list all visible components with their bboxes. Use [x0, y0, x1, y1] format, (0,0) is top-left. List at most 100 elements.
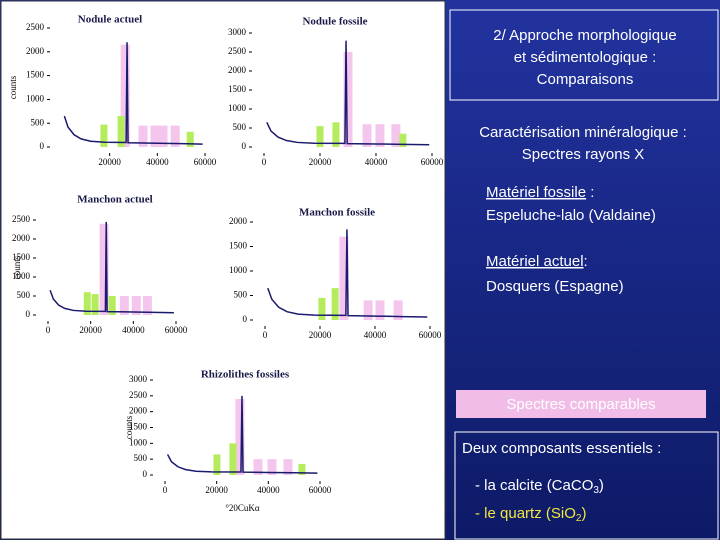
chart-title: Nodule fossile — [302, 16, 367, 28]
chart-title: Nodule actuel — [78, 14, 142, 26]
bar — [213, 454, 221, 475]
y-tick-label: 1000 — [26, 93, 45, 103]
bar — [229, 443, 237, 475]
fossil-label: Matériel fossile : — [486, 184, 594, 201]
bar — [375, 300, 385, 320]
calcite-line: - la calcite (CaCO3) — [475, 477, 604, 496]
y-tick-label: 500 — [17, 290, 31, 300]
bar — [318, 297, 326, 320]
charts: Nodule actuel counts 0 500 1000 1500 2000 2500 2… — [8, 14, 444, 514]
fossil-place: Espeluche-lalo (Valdaine) — [486, 207, 656, 224]
y-tick-label: 2000 — [26, 46, 45, 56]
bar — [150, 125, 160, 147]
x-tick-label: 20000 — [205, 485, 228, 495]
bar — [120, 44, 130, 147]
bar — [158, 125, 168, 147]
y-tick-label: 1000 — [228, 103, 247, 113]
bar — [83, 292, 91, 315]
spectrum-line — [266, 40, 430, 146]
y-tick-label: 3000 — [129, 374, 148, 384]
x-tick-label: 60000 — [194, 157, 217, 167]
actual-colon: : — [584, 253, 588, 270]
bar — [399, 133, 407, 147]
bar — [91, 294, 99, 315]
x-tick-label: 0 — [163, 485, 168, 495]
bar — [391, 124, 401, 147]
y-axis-label: counts — [124, 415, 134, 439]
y-tick-label: 2500 — [26, 22, 45, 32]
subtitle-line: Spectres rayons X — [522, 146, 645, 163]
bar — [235, 399, 245, 475]
bar — [108, 296, 116, 315]
y-tick-label: 1500 — [129, 422, 148, 432]
chart-title: Manchon actuel — [77, 194, 152, 206]
bar — [186, 131, 194, 147]
chart-panel — [0, 0, 446, 540]
header-box — [449, 9, 719, 101]
x-tick-label: 60000 — [421, 157, 444, 167]
x-tick-label: 40000 — [146, 157, 169, 167]
calcite-end: ) — [599, 477, 604, 494]
x-tick-label: 0 — [262, 157, 267, 167]
y-tick-label: 2000 — [228, 65, 247, 75]
y-tick-label: 500 — [31, 117, 45, 127]
y-tick-label: 1500 — [26, 70, 45, 80]
bar — [253, 459, 263, 475]
x-tick-label: 60000 — [419, 330, 442, 340]
quartz-end: ) — [581, 505, 586, 522]
chart-title: Rhizolithes fossiles — [201, 369, 290, 381]
y-tick-label: 1000 — [129, 437, 148, 447]
bar — [117, 116, 125, 147]
y-tick-label: 2500 — [228, 46, 247, 56]
y-axis-label: counts — [12, 255, 22, 279]
actual-place: Dosquers (Espagne) — [486, 278, 624, 295]
x-tick-label: 60000 — [165, 325, 188, 335]
bar — [339, 236, 349, 320]
bar — [343, 52, 353, 147]
bar — [100, 124, 108, 147]
components-box — [454, 431, 719, 540]
y-tick-label: 500 — [134, 453, 148, 463]
highlight-text: Spectres comparables — [506, 396, 655, 413]
x-tick-label: 0 — [46, 325, 51, 335]
spectrum-line — [166, 395, 318, 474]
x-tick-label: 40000 — [257, 485, 280, 495]
x-tick-label: 40000 — [364, 330, 387, 340]
y-tick-label: 2000 — [229, 216, 248, 226]
y-tick-label: 2500 — [129, 390, 148, 400]
y-tick-label: 500 — [234, 290, 248, 300]
bar — [119, 296, 129, 315]
chart-title: Manchon fossile — [299, 207, 375, 219]
bar — [331, 288, 339, 320]
y-tick-label: 1000 — [229, 265, 248, 275]
calcite-text: - la calcite (CaCO — [475, 477, 593, 494]
header-line: Comparaisons — [537, 71, 634, 88]
y-tick-label: 0 — [243, 314, 248, 324]
bar — [375, 124, 385, 147]
fossil-label-text: Matériel fossile — [486, 184, 586, 201]
spectrum-line — [63, 42, 203, 145]
quartz-text: - le quartz (SiO — [475, 505, 576, 522]
spectrum-line — [267, 229, 428, 318]
y-tick-label: 2000 — [129, 406, 148, 416]
bar — [298, 463, 306, 475]
spectrum-line — [49, 221, 174, 314]
bar — [393, 300, 403, 320]
bar — [99, 223, 109, 315]
x-tick-label: 40000 — [365, 157, 388, 167]
bar — [131, 296, 141, 315]
actual-label-text: Matériel actuel — [486, 253, 584, 270]
highlight-box — [456, 390, 706, 418]
x-tick-label: 20000 — [309, 330, 332, 340]
y-tick-label: 2000 — [12, 233, 31, 243]
bar — [267, 459, 277, 475]
y-tick-label: 2500 — [12, 214, 31, 224]
fossil-colon: : — [586, 184, 594, 201]
x-tick-label: 20000 — [309, 157, 332, 167]
x-axis-label: °20CuKα — [225, 503, 260, 513]
y-tick-label: 500 — [233, 122, 247, 132]
bar — [142, 296, 152, 315]
calcite-sub: 3 — [593, 485, 599, 496]
components-title: Deux composants essentiels : — [462, 440, 661, 457]
